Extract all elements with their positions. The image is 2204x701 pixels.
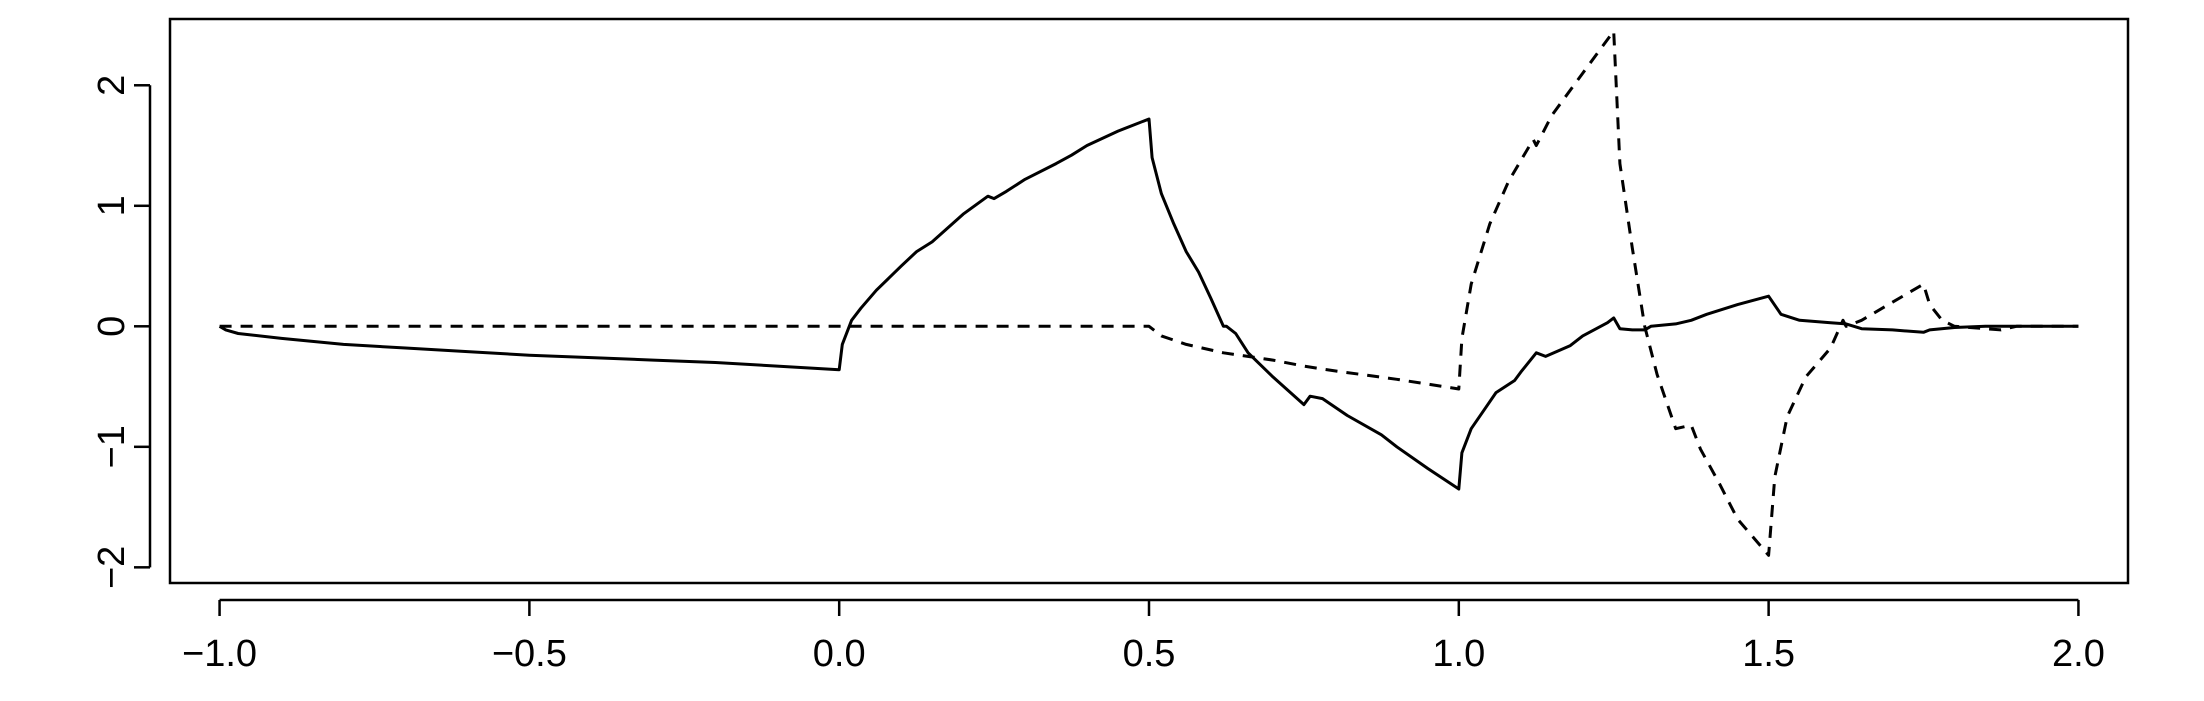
x-tick-label: −0.5 <box>492 633 567 675</box>
series-layer <box>218 29 2079 557</box>
x-tick-label: 0.0 <box>813 633 866 675</box>
x-tick-label: 1.0 <box>1432 633 1485 675</box>
x-axis: −1.0 −0.5 0.0 0.5 1.0 1.5 2.0 <box>182 598 2105 675</box>
x-tick-label: 0.5 <box>1123 633 1176 675</box>
y-axis: −2 −1 0 1 2 <box>91 75 152 589</box>
plot-frame <box>168 17 2130 585</box>
y-tick-label: 1 <box>91 195 133 216</box>
y-tick-label: −1 <box>91 425 133 468</box>
dashed-series-line <box>219 29 2079 557</box>
y-tick-label: 0 <box>91 316 133 337</box>
x-tick-label: −1.0 <box>182 633 257 675</box>
plot-area <box>168 17 2130 585</box>
x-tick-label: 1.5 <box>1742 633 1795 675</box>
y-tick-label: −2 <box>91 546 133 589</box>
solid-series-line <box>218 117 2079 491</box>
y-tick-label: 2 <box>91 75 133 96</box>
x-tick-label: 2.0 <box>2052 633 2105 675</box>
